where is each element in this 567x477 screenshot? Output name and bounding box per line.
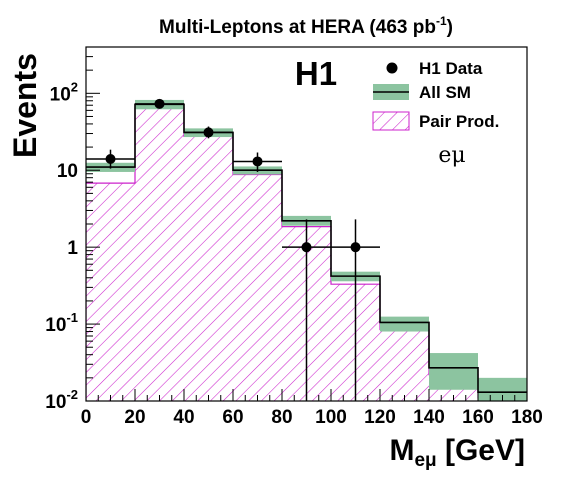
- legend-label-data: H1 Data: [419, 59, 483, 78]
- x-tick-label: 40: [173, 407, 194, 428]
- sm-band-bin: [380, 316, 429, 332]
- x-tick-label: 0: [81, 407, 92, 428]
- legend-label-pair: Pair Prod.: [419, 112, 499, 131]
- data-points-layer: [86, 98, 380, 401]
- legend-pair-swatch: [372, 111, 410, 131]
- x-tick-label: 80: [271, 407, 292, 428]
- chart-title-superscript: -1: [436, 14, 447, 28]
- experiment-label: H1: [295, 55, 337, 92]
- y-tick-label: 1: [67, 238, 78, 259]
- y-axis-title: Events: [7, 53, 43, 158]
- pair-prod-bin: [184, 136, 233, 401]
- pair-prod-bin: [380, 329, 429, 401]
- channel-label: eμ: [438, 143, 465, 168]
- axis-tick-labels: 0 20 40 60 80 100 120 140 160 180 10-2 10-1 1 10 102: [45, 79, 543, 428]
- y-tick-label: 10-2: [45, 387, 78, 413]
- legend-label-sm: All SM: [419, 83, 471, 102]
- x-tick-label: 180: [511, 407, 543, 428]
- x-tick-label: 60: [222, 407, 243, 428]
- x-tick-label: 100: [315, 407, 347, 428]
- data-point: [350, 242, 361, 253]
- y-tick-label: 10-1: [45, 310, 78, 336]
- data-point: [252, 156, 263, 167]
- sm-band-bin: [429, 353, 478, 390]
- x-axis-title: Meμ [GeV]: [389, 434, 525, 471]
- y-tick-label: 10: [57, 161, 78, 182]
- data-point: [203, 127, 214, 138]
- chart-title: Multi-Leptons at HERA (463 pb-1): [159, 14, 453, 38]
- data-point: [154, 98, 165, 109]
- pair-prod-bin: [233, 174, 282, 401]
- x-tick-label: 20: [124, 407, 145, 428]
- data-point: [105, 153, 116, 164]
- x-tick-label: 160: [462, 407, 494, 428]
- axis-ticks: [85, 46, 528, 402]
- legend: H1 Data All SM Pair Prod.: [372, 59, 499, 131]
- pair-prod-bin: [135, 108, 184, 401]
- legend-data-marker: [386, 62, 398, 74]
- x-axis-title-subscript: eμ: [414, 450, 436, 471]
- pair-prod-bin: [86, 183, 135, 401]
- x-tick-label: 120: [364, 407, 396, 428]
- y-tick-label: 102: [50, 79, 78, 105]
- data-point: [301, 242, 312, 253]
- x-tick-label: 140: [413, 407, 445, 428]
